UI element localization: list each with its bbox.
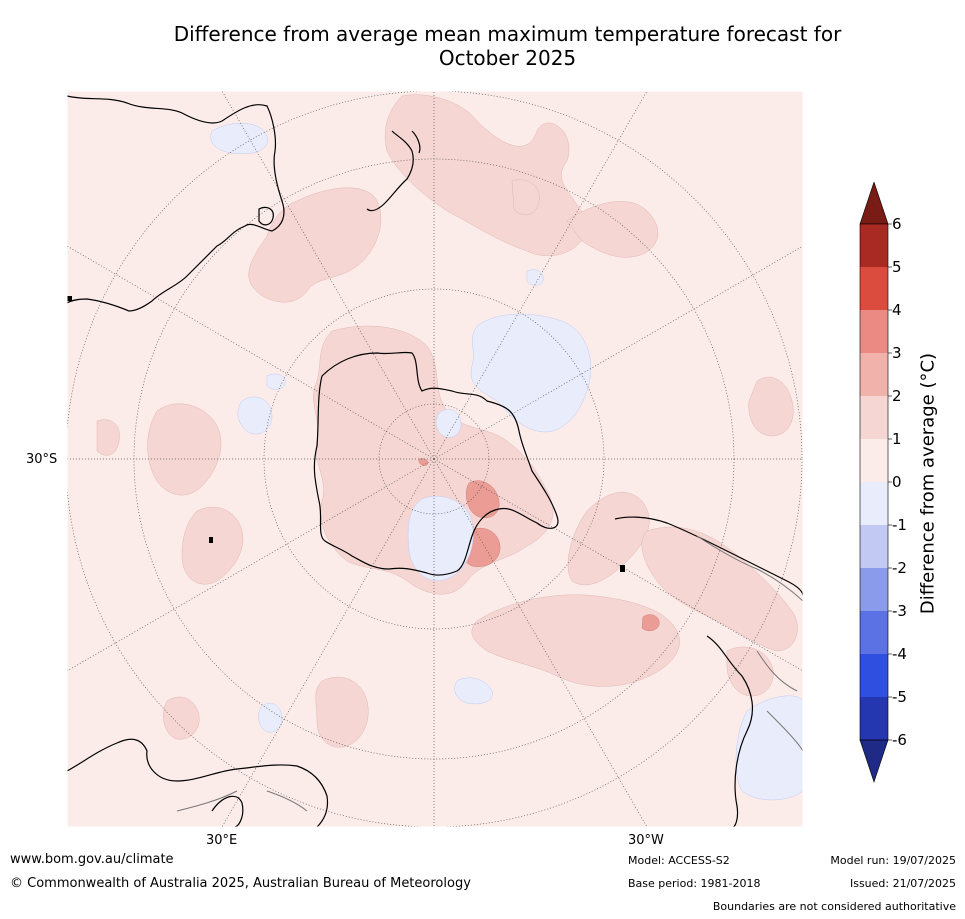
antarctica-coastline [313, 351, 559, 576]
colorbar-tick-2: 2 [892, 387, 902, 405]
new-zealand-coastline [366, 130, 421, 212]
colorbar-tick-neg3: -3 [892, 602, 907, 620]
colorbar-tick-5: 5 [892, 258, 902, 276]
title-line-1: Difference from average mean maximum tem… [173, 22, 842, 46]
tasmania-coastline [258, 206, 274, 226]
footer-model: Model: ACCESS-S2 [628, 854, 730, 867]
footer-model-run: Model run: 19/07/2025 [830, 854, 956, 867]
colorbar-tick-neg1: -1 [892, 516, 907, 534]
colorbar-bin-5-6 [860, 224, 888, 267]
south-america-borders [696, 535, 803, 752]
colorbar-bin-0-1 [860, 439, 888, 482]
meridian-lines [67, 91, 803, 827]
colorbar-tick-neg5: -5 [892, 688, 907, 706]
colorbar-tick-6: 6 [892, 215, 902, 233]
colorbar-tick-0: 0 [892, 473, 902, 491]
footer-disclaimer: Boundaries are not considered authoritat… [712, 900, 956, 913]
colorbar-bin-1-2 [860, 396, 888, 439]
colorbar-bin-3-4 [860, 310, 888, 353]
africa-coastline [67, 738, 329, 827]
title-line-2: October 2025 [438, 46, 577, 70]
colorbar-bin-neg4-neg3 [860, 611, 888, 654]
colorbar-tick-neg4: -4 [892, 645, 907, 663]
label-30e: 30°E [206, 833, 238, 848]
islands [67, 296, 625, 572]
colorbar-bin-neg5-neg4 [860, 654, 888, 697]
colorbar [859, 182, 892, 783]
colorbar-extend-top [859, 182, 889, 225]
madagascar-coastline [211, 795, 244, 827]
colorbar-title: Difference from average (°C) [917, 352, 939, 615]
colorbar-tick-1: 1 [892, 430, 902, 448]
colorbar-bin-2-3 [860, 353, 888, 396]
colorbar-bin-neg1-0 [860, 482, 888, 525]
anomaly-neg-patches [210, 122, 803, 801]
label-30w: 30°W [628, 833, 664, 848]
polar-map [67, 91, 803, 827]
colorbar-extend-bottom [859, 739, 889, 783]
south-america-east-coast [706, 635, 754, 827]
footer-base-period: Base period: 1981-2018 [628, 877, 761, 890]
colorbar-bin-neg6-neg5 [860, 697, 888, 740]
colorbar-tick-4: 4 [892, 301, 902, 319]
africa-borders [176, 790, 308, 812]
footer-copyright: © Commonwealth of Australia 2025, Austra… [10, 876, 471, 891]
colorbar-ticks [888, 223, 892, 741]
colorbar-bin-4-5 [860, 267, 888, 310]
footer-issued: Issued: 21/07/2025 [849, 877, 956, 890]
australia-coastline [67, 95, 285, 312]
colorbar-bin-neg3-neg2 [860, 568, 888, 611]
south-america-coastline [614, 516, 803, 597]
colorbar-tick-3: 3 [892, 344, 902, 362]
footer-url[interactable]: www.bom.gov.au/climate [10, 852, 174, 867]
colorbar-bin-neg2-neg1 [860, 525, 888, 568]
label-30s: 30°S [26, 452, 58, 467]
colorbar-tick-neg6: -6 [892, 731, 907, 749]
colorbar-tick-neg2: -2 [892, 559, 907, 577]
map-title: Difference from average mean maximum tem… [60, 22, 955, 70]
